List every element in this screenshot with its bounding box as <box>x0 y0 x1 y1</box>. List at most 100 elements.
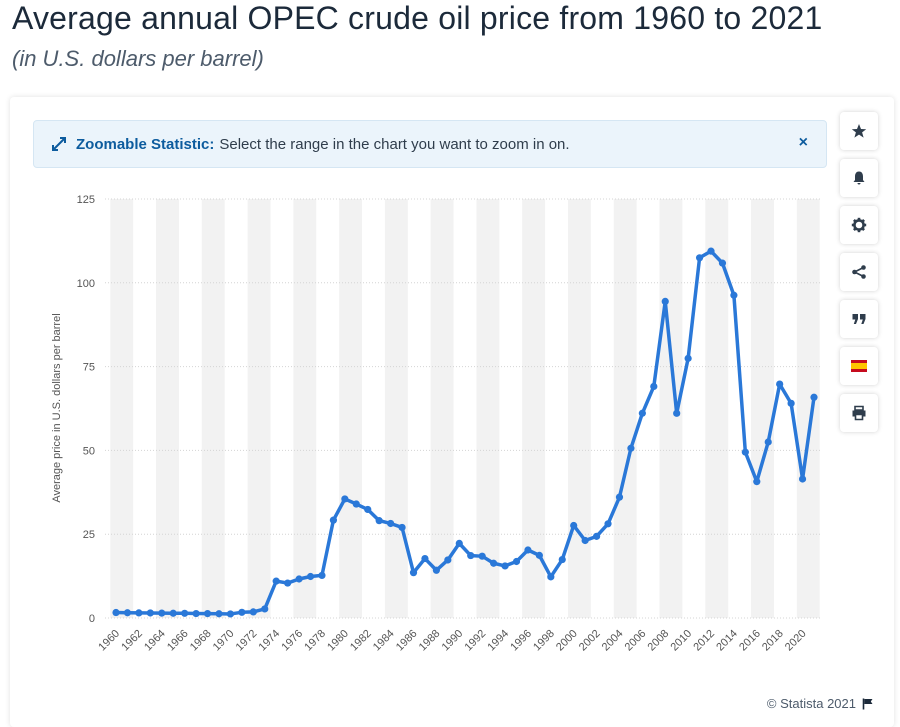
language-button[interactable] <box>840 347 878 385</box>
chart-series[interactable] <box>112 247 818 618</box>
data-point <box>329 516 338 524</box>
star-icon <box>851 124 867 138</box>
data-point <box>375 517 383 525</box>
data-point <box>432 566 440 574</box>
background-band <box>476 199 500 618</box>
data-point <box>387 519 395 528</box>
chart-gridlines <box>105 198 822 619</box>
data-point <box>203 609 212 618</box>
data-point <box>421 554 429 563</box>
spain-flag-icon <box>851 360 867 372</box>
zoom-banner-text: Select the range in the chart you want t… <box>219 135 570 153</box>
close-icon[interactable]: × <box>798 134 808 151</box>
data-point <box>570 521 578 530</box>
data-point <box>638 409 646 417</box>
x-tick-label: 1982 <box>348 628 374 654</box>
data-point <box>490 559 498 567</box>
x-tick-label: 1964 <box>142 628 168 654</box>
background-band <box>567 199 591 618</box>
x-tick-label: 2010 <box>668 628 694 654</box>
x-tick-label: 2016 <box>737 628 763 654</box>
print-button[interactable] <box>840 394 878 432</box>
y-tick-label: 0 <box>89 613 95 625</box>
x-tick-label: 1978 <box>302 628 328 654</box>
data-point <box>238 608 246 616</box>
data-point <box>787 399 795 407</box>
favorite-button[interactable] <box>840 112 878 150</box>
x-tick-label: 1990 <box>440 628 466 654</box>
data-point <box>627 444 635 452</box>
data-point <box>181 609 189 617</box>
data-point <box>810 393 818 401</box>
data-point <box>604 520 612 528</box>
x-tick-label: 2018 <box>760 628 786 654</box>
data-point <box>146 609 154 617</box>
x-tick-label: 1998 <box>531 628 557 654</box>
data-point <box>215 610 223 618</box>
x-tick-label: 1960 <box>96 628 122 654</box>
data-point <box>112 608 120 617</box>
flag-icon[interactable] <box>862 698 874 710</box>
data-point <box>730 291 738 299</box>
y-tick-label: 25 <box>83 529 95 541</box>
x-tick-label: 1966 <box>165 628 191 654</box>
data-point <box>695 254 704 262</box>
data-point <box>158 609 166 617</box>
data-point <box>318 571 326 580</box>
data-point <box>581 536 589 545</box>
background-band <box>384 199 408 618</box>
copyright-notice: © Statista 2021 <box>767 696 874 711</box>
x-tick-label: 1974 <box>257 628 283 654</box>
data-point <box>501 562 509 570</box>
bell-icon <box>853 171 865 185</box>
share-button[interactable] <box>840 253 878 291</box>
background-band <box>293 199 317 618</box>
background-band <box>247 199 271 618</box>
x-tick-label: 1992 <box>462 628 488 654</box>
data-point <box>592 532 601 540</box>
y-tick-label: 125 <box>77 194 95 206</box>
x-tick-label: 1962 <box>119 628 145 654</box>
data-point <box>764 438 772 446</box>
background-band <box>796 199 820 618</box>
background-band <box>705 199 729 618</box>
x-tick-label: 1988 <box>417 628 443 654</box>
quote-icon <box>852 314 866 324</box>
x-tick-label: 2014 <box>714 628 740 654</box>
page-subtitle: (in U.S. dollars per barrel) <box>12 46 264 71</box>
x-tick-label: 2002 <box>577 628 603 654</box>
background-band <box>751 199 774 618</box>
x-tick-label: 1976 <box>279 628 305 654</box>
data-point <box>512 557 521 566</box>
data-point <box>306 572 315 581</box>
data-point <box>776 380 784 388</box>
background-band <box>522 199 546 618</box>
settings-button[interactable] <box>840 206 878 244</box>
background-band <box>110 199 134 618</box>
x-tick-label: 2000 <box>554 628 580 654</box>
data-point <box>650 382 658 391</box>
cite-button[interactable] <box>840 300 878 338</box>
y-tick-label: 100 <box>77 278 95 290</box>
y-axis-ticks: 0 25 50 75 100 125 <box>77 194 95 625</box>
data-point <box>226 610 235 618</box>
background-band <box>156 199 179 618</box>
notification-button[interactable] <box>840 159 878 197</box>
copyright-text: © Statista 2021 <box>766 696 856 711</box>
data-point <box>558 555 566 564</box>
data-point <box>798 475 807 483</box>
background-band <box>613 199 637 618</box>
x-tick-label: 1980 <box>325 628 351 654</box>
y-tick-label: 50 <box>83 445 95 457</box>
data-point <box>661 297 669 306</box>
expand-icon <box>52 137 66 151</box>
y-axis-label: Average price in U.S. dollars per barrel <box>51 313 63 502</box>
data-point <box>547 573 555 581</box>
x-tick-label: 1986 <box>394 628 420 654</box>
data-point <box>615 493 624 501</box>
data-point <box>272 577 280 585</box>
x-tick-label: 1996 <box>508 628 534 654</box>
data-point <box>123 609 132 617</box>
page-title: Average annual OPEC crude oil price from… <box>12 0 823 36</box>
